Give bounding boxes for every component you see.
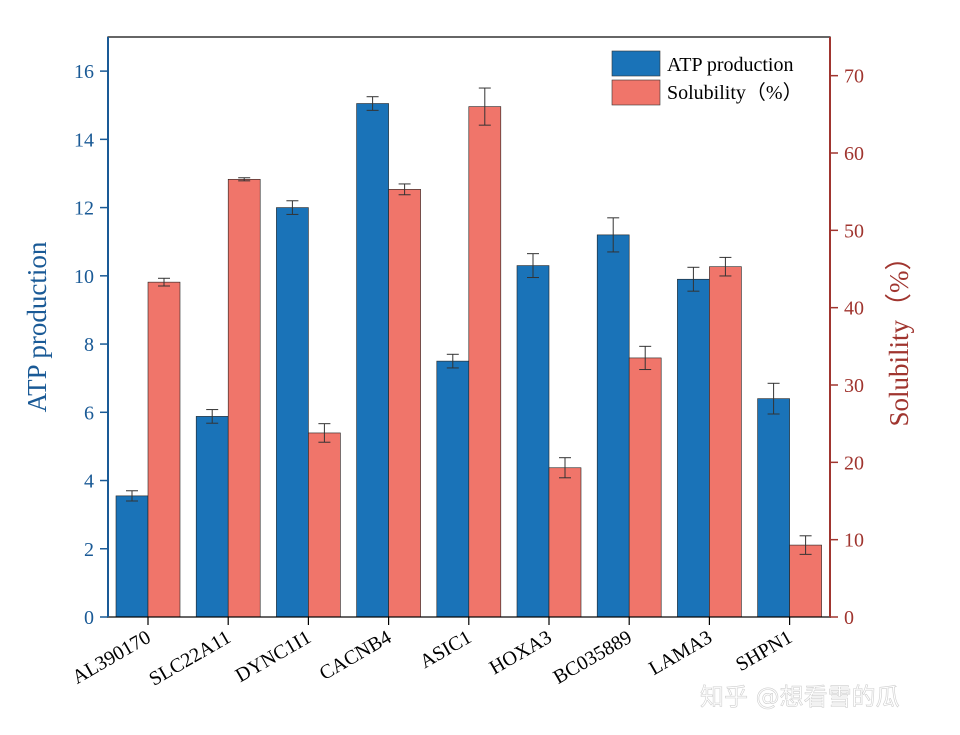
x-tick-label: BC035889	[550, 626, 636, 688]
x-tick-label: DYNC1I1	[232, 626, 315, 687]
left-tick-label: 0	[84, 607, 94, 629]
bar-atp	[596, 234, 630, 618]
x-tick-label: SLC22A11	[145, 626, 234, 690]
right-tick-label: 50	[844, 220, 864, 242]
left-tick-label: 10	[74, 266, 94, 288]
bar-atp	[757, 398, 790, 618]
bar-atp	[115, 495, 149, 618]
x-tick-label: CACNB4	[316, 626, 395, 685]
bar-atp	[677, 278, 710, 618]
left-axis-title: ATP production	[22, 241, 52, 412]
left-tick-label: 6	[84, 402, 94, 424]
left-tick-label: 4	[84, 471, 94, 493]
x-tick-label: SHPN1	[732, 626, 796, 676]
right-tick-label: 10	[844, 530, 864, 552]
bar-solubility	[308, 432, 341, 618]
x-tick-label: HOXA3	[486, 626, 556, 679]
right-tick-label: 70	[844, 66, 864, 88]
left-tick-label: 8	[84, 334, 94, 356]
x-tick-label: AL390170	[68, 626, 154, 688]
right-tick-label: 60	[844, 143, 864, 165]
x-tick-label: LAMA3	[645, 626, 716, 679]
bar-atp	[195, 416, 229, 618]
right-tick-label: 30	[844, 375, 864, 397]
right-tick-label: 40	[844, 298, 864, 320]
bar-marks	[115, 103, 822, 618]
left-axis-ticks: 0 2 4 6 8 10 12 14 16	[74, 61, 108, 629]
legend-label-solubility: Solubility（%）	[667, 81, 803, 104]
left-tick-label: 12	[74, 198, 94, 220]
bar-solubility	[468, 106, 502, 618]
bar-solubility	[147, 281, 181, 618]
right-tick-label: 20	[844, 452, 864, 474]
bar-solubility	[548, 467, 582, 618]
right-axis-ticks: 0 10 20 30 40 50 60 70	[830, 66, 864, 629]
bar-solubility	[789, 544, 822, 618]
bar-atp	[276, 207, 309, 618]
right-axis-title: Solubility（%）	[884, 243, 914, 426]
bar-solubility	[388, 189, 421, 618]
left-tick-label: 16	[74, 61, 94, 83]
bar-atp	[516, 265, 550, 618]
bar-atp	[356, 103, 389, 618]
bar-solubility	[709, 266, 742, 618]
legend-swatch-atp	[611, 50, 661, 77]
legend-swatch-solubility	[611, 79, 661, 106]
bar-solubility	[227, 178, 261, 618]
error-bars	[126, 87, 812, 555]
left-tick-label: 14	[74, 129, 94, 151]
legend-label-atp: ATP production	[667, 54, 793, 76]
legend: ATP production Solubility（%）	[611, 50, 803, 106]
x-tick-label: ASIC1	[416, 626, 475, 673]
bar-atp	[436, 360, 470, 618]
left-tick-label: 2	[84, 539, 94, 561]
right-tick-label: 0	[844, 607, 854, 629]
bar-solubility	[628, 357, 662, 618]
watermark: 知乎 @想看雪的瓜	[700, 683, 900, 711]
